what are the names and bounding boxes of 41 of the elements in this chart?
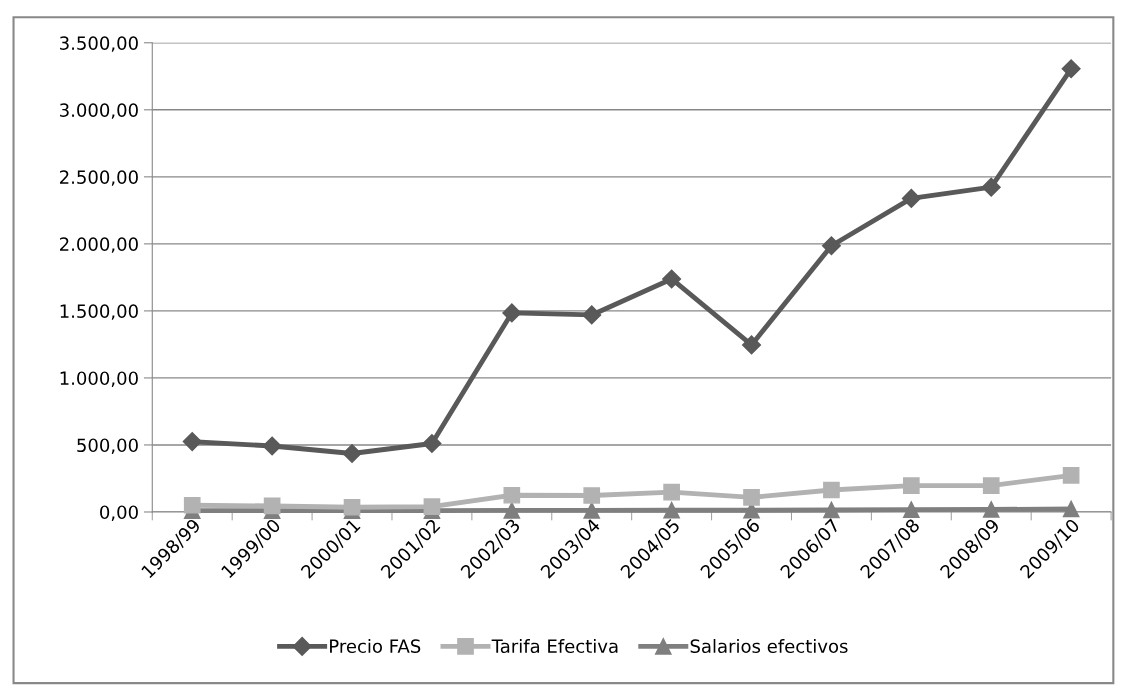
point xyxy=(741,335,762,355)
point xyxy=(663,501,680,519)
point xyxy=(263,497,281,515)
point xyxy=(1061,59,1081,79)
point xyxy=(503,502,521,519)
y-tick-label: 3.500,00 xyxy=(60,36,138,52)
point xyxy=(583,502,601,519)
point xyxy=(902,477,920,494)
point xyxy=(262,436,282,456)
legend-label: Tarifa Efectiva xyxy=(491,639,618,653)
point xyxy=(823,501,840,519)
point xyxy=(1062,467,1080,484)
point xyxy=(743,489,760,506)
point xyxy=(502,303,522,323)
legend-label: Precio FAS xyxy=(330,639,421,653)
point xyxy=(823,481,840,499)
point xyxy=(422,433,442,454)
point xyxy=(342,443,362,464)
point xyxy=(982,501,1000,518)
y-tick-label: 1.500,00 xyxy=(60,304,138,320)
y-tick-label: 2.500,00 xyxy=(60,170,138,186)
point xyxy=(902,501,920,518)
point xyxy=(901,188,921,208)
point xyxy=(503,486,521,504)
point xyxy=(423,498,441,515)
point xyxy=(183,496,201,514)
point xyxy=(982,477,1000,494)
y-tick-label: 2.000,00 xyxy=(60,237,138,253)
point xyxy=(583,487,601,504)
point xyxy=(663,483,680,501)
point xyxy=(582,305,602,325)
point xyxy=(1062,500,1080,518)
y-tick-label: 1.000,00 xyxy=(60,371,138,387)
y-tick-label: 500,00 xyxy=(77,438,138,454)
point xyxy=(182,432,202,452)
y-tick-label: 0,00 xyxy=(100,505,138,521)
point xyxy=(662,269,682,289)
point xyxy=(981,177,1001,197)
point xyxy=(821,236,841,256)
legend-label: Salarios efectivos xyxy=(690,639,848,653)
y-tick-label: 3.000,00 xyxy=(60,103,138,119)
